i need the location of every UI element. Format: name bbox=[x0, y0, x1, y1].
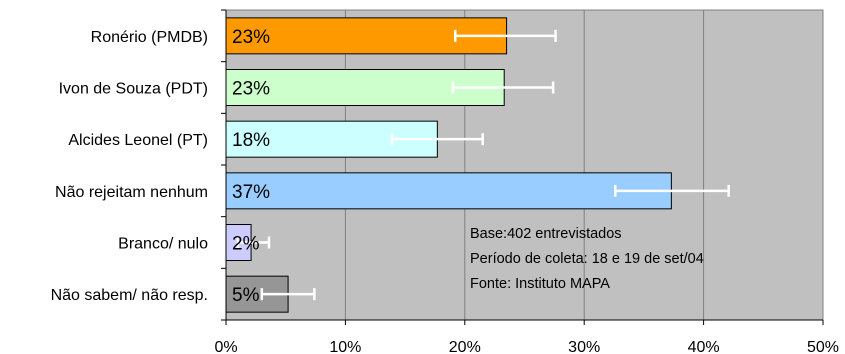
error-bar bbox=[613, 184, 730, 197]
bars bbox=[225, 17, 672, 313]
bar-value-label: 23% bbox=[232, 27, 270, 48]
source-note-line: Período de coleta: 18 e 19 de set/04 bbox=[470, 251, 704, 267]
x-tick-label: 0% bbox=[214, 339, 237, 354]
x-tick-label: 40% bbox=[688, 339, 720, 354]
x-tick-label: 20% bbox=[449, 339, 481, 354]
category-labels: Ronério (PMDB) Ivon de Souza (PDT) Alcides… bbox=[51, 29, 209, 304]
source-note: Base:402 entrevistados Período de coleta:… bbox=[470, 226, 704, 292]
category-label: Branco/ nulo bbox=[118, 236, 208, 253]
bar-value-label: 37% bbox=[232, 182, 270, 203]
plot-area bbox=[225, 9, 824, 321]
error-bars bbox=[236, 29, 730, 301]
bar-value-label: 23% bbox=[232, 79, 270, 100]
bar bbox=[225, 172, 672, 210]
category-label: Ivon de Souza (PDT) bbox=[59, 81, 208, 98]
bar-value-label: 2% bbox=[232, 234, 260, 255]
error-bar bbox=[390, 133, 484, 146]
bar-value-label: 5% bbox=[232, 285, 260, 306]
value-labels: 23% 23% 18% 37% 2% 5% bbox=[232, 27, 270, 306]
error-bar bbox=[260, 288, 316, 301]
error-bar bbox=[453, 29, 557, 42]
error-bar bbox=[451, 81, 555, 94]
source-note-line: Fonte: Instituto MAPA bbox=[470, 276, 610, 292]
error-bar bbox=[236, 236, 271, 249]
category-label: Não rejeitam nenhum bbox=[55, 184, 208, 201]
category-label: Ronério (PMDB) bbox=[91, 29, 208, 46]
source-note-line: Base:402 entrevistados bbox=[470, 226, 622, 242]
grid-lines bbox=[344, 10, 705, 320]
category-label: Alcides Leonel (PT) bbox=[68, 132, 208, 149]
x-tick-label: 50% bbox=[807, 339, 839, 354]
category-label: Não sabem/ não resp. bbox=[51, 287, 208, 304]
x-axis: 0% 10% 20% 30% 40% 50% bbox=[214, 9, 839, 354]
x-tick-label: 10% bbox=[329, 339, 361, 354]
bar-value-label: 18% bbox=[232, 130, 270, 151]
x-tick-label: 30% bbox=[568, 339, 600, 354]
